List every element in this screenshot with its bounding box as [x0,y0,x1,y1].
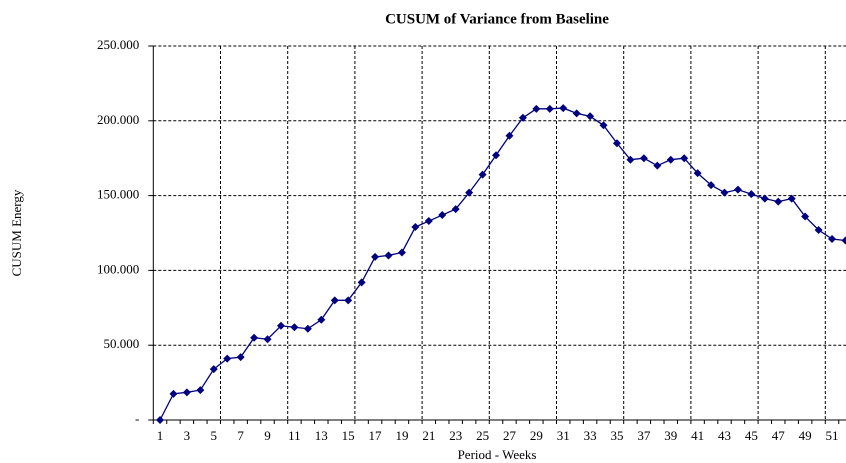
x-tick-label: 21 [422,428,435,443]
marker [572,109,581,118]
x-tick-label: 19 [395,428,408,443]
marker [156,416,165,424]
x-tick-label: 45 [745,428,758,443]
x-tick-label: 23 [449,428,462,443]
x-tick-label: 3 [184,428,191,443]
x-tick-label: 49 [799,428,812,443]
x-tick-label: 43 [718,428,731,443]
x-tick-label: 1 [157,428,164,443]
x-tick-label: 39 [664,428,677,443]
marker [680,154,689,163]
marker [397,248,406,257]
x-axis-label: Period - Weeks [458,447,537,462]
marker [787,194,796,203]
marker [438,211,447,220]
x-tick-label: 51 [826,428,839,443]
y-tick-label: 200.000 [97,112,139,127]
x-tick-label: 5 [211,428,218,443]
x-tick-label: 27 [503,428,517,443]
marker [236,353,245,362]
marker [478,170,487,179]
x-tick-label: 47 [772,428,786,443]
x-tick-label: 29 [530,428,543,443]
marker [760,194,769,203]
marker [182,388,191,397]
marker [639,154,648,163]
chart-title: CUSUM of Variance from Baseline [385,11,609,27]
x-tick-label: 37 [637,428,651,443]
marker [518,113,527,122]
x-tick-label: 13 [315,428,328,443]
marker [666,155,675,164]
x-tick-label: 41 [691,428,704,443]
marker [371,252,380,261]
marker [733,185,742,194]
x-tick-label: 33 [584,428,597,443]
x-tick-label: 17 [369,428,383,443]
marker [841,236,846,245]
marker [707,181,716,190]
marker [317,315,326,324]
y-axis-label: CUSUM Energy [9,189,24,276]
x-tick-label: 25 [476,428,489,443]
marker [814,226,823,235]
marker [545,104,554,113]
x-tick-label: 31 [557,428,570,443]
marker [693,169,702,178]
marker [774,197,783,206]
marker [599,121,608,130]
y-tick-label: 250.000 [97,37,139,52]
x-tick-label: 7 [237,428,244,443]
y-tick-label: - [135,411,139,426]
y-tick-label: 150.000 [97,187,139,202]
marker [411,223,420,232]
marker [532,104,541,113]
y-tick-label: 50.000 [104,336,140,351]
marker [344,296,353,305]
marker [196,386,205,395]
x-tick-label: 11 [288,428,301,443]
marker [747,190,756,199]
marker [290,323,299,332]
x-tick-label: 9 [264,428,271,443]
marker [223,354,232,363]
y-tick-label: 100.000 [97,261,139,276]
marker [209,365,218,374]
marker [505,131,514,140]
marker [492,151,501,160]
marker [586,112,595,121]
marker [357,278,366,287]
marker [612,139,621,148]
marker [828,234,837,243]
marker [384,251,393,260]
line [159,107,846,421]
marker [276,321,285,330]
marker [626,155,635,164]
marker [559,104,568,113]
marker [465,188,474,197]
marker [263,335,272,344]
x-tick-label: 35 [610,428,623,443]
marker [303,324,312,333]
marker [653,161,662,170]
marker [451,205,460,214]
marker [330,296,339,305]
marker [720,188,729,197]
x-tick-label: 15 [342,428,355,443]
marker [169,389,178,398]
marker [424,217,433,226]
marker [250,333,259,342]
marker [801,212,810,221]
